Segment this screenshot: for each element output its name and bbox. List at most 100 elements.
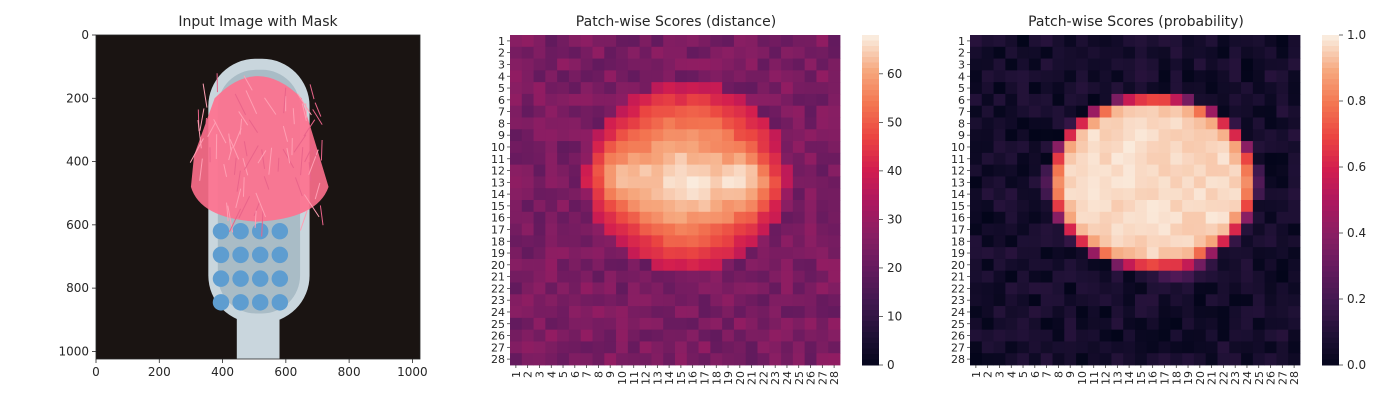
heatmap-cell [816, 200, 829, 213]
heatmap-cell [604, 105, 617, 118]
colorbar-segment [1322, 249, 1339, 256]
colorbar-segment [862, 156, 879, 162]
heatmap-cell [733, 141, 747, 154]
heatmap-cell [733, 176, 747, 189]
heatmap-cell [816, 129, 829, 142]
row-label: 9 [498, 129, 505, 142]
heatmap-cell [521, 58, 534, 71]
heatmap-cell [710, 282, 723, 295]
heatmap-cell [1146, 211, 1159, 224]
heatmap-cell [816, 247, 829, 260]
heatmap-cell [675, 258, 688, 272]
heatmap-cell [981, 176, 994, 189]
heatmap-cell [616, 235, 629, 248]
heatmap-cell [1099, 129, 1112, 142]
heatmap-cell [1229, 58, 1242, 71]
heatmap-cell [1028, 141, 1042, 154]
heatmap-cell [568, 82, 582, 95]
col-label: 10 [616, 371, 629, 385]
heatmap-cell [1193, 211, 1207, 224]
heatmap-cell [604, 353, 617, 366]
heatmap-cell [1158, 270, 1171, 283]
heatmap-cell [970, 270, 983, 283]
heatmap-cell [1193, 223, 1207, 236]
heatmap-cell [663, 270, 676, 283]
heatmap-cell [828, 211, 841, 224]
heatmap-cell [733, 282, 747, 295]
heatmap-cell [1123, 223, 1136, 236]
heatmap-cell [1040, 258, 1053, 272]
colorbar-segment [1322, 161, 1339, 168]
heatmap-cell [769, 247, 782, 260]
heatmap-cell [1241, 46, 1254, 59]
heatmap-cell [1005, 58, 1018, 71]
heatmap-cell [804, 306, 817, 319]
heatmap-cell [816, 306, 829, 319]
heatmap-cell [1017, 129, 1030, 142]
col-label: 22 [757, 371, 770, 385]
heatmap-cell [1217, 129, 1230, 142]
row-label: 14 [951, 188, 965, 201]
colorbar-segment [1322, 40, 1339, 47]
heatmap-cell [1005, 211, 1018, 224]
heatmap-cell [1182, 105, 1195, 118]
heatmap-cell [533, 70, 546, 83]
heatmap-cell [1123, 235, 1136, 248]
heatmap-cell [1276, 93, 1289, 107]
colorbar-segment [1322, 222, 1339, 228]
heatmap-cell [663, 211, 676, 224]
heatmap-cell [993, 117, 1006, 130]
heatmap-cell [733, 70, 747, 83]
heatmap-cell [1052, 93, 1065, 107]
heatmap-cell [722, 294, 735, 307]
heatmap-cell [828, 141, 841, 154]
heatmap-cell [781, 247, 794, 260]
heatmap-cell [1064, 129, 1077, 142]
heatmap-cell [510, 341, 523, 354]
heatmap-cell [816, 282, 829, 295]
heatmap-cell [639, 164, 652, 177]
heatmap-cell [710, 306, 723, 319]
heatmap-cell [1146, 317, 1159, 331]
heatmap-cell [769, 306, 782, 319]
colorbar-segment [862, 326, 879, 333]
panel1-title: Input Image with Mask [178, 14, 338, 30]
heatmap-cell [722, 176, 735, 189]
heatmap-cell [1170, 35, 1183, 48]
heatmap-cell [733, 117, 747, 130]
heatmap-cell [1158, 341, 1171, 354]
heatmap-cell [1276, 46, 1289, 59]
heatmap-cell [639, 200, 652, 213]
heatmap-cell [816, 235, 829, 248]
colorbar-segment [1322, 326, 1339, 333]
heatmap-cell [722, 235, 735, 248]
heatmap-cell [1146, 258, 1159, 272]
heatmap-cell [1040, 176, 1053, 189]
heatmap-cell [1064, 294, 1077, 307]
heatmap-cell [675, 270, 688, 283]
heatmap-cell [651, 317, 664, 331]
heatmap-cell [1099, 353, 1112, 366]
colorbar-segment [1322, 348, 1339, 355]
row-label: 21 [491, 271, 505, 284]
y-tick-label: 600 [66, 218, 89, 232]
toothbrush-image [96, 35, 420, 359]
heatmap-cell [804, 188, 817, 201]
col-label: 24 [1241, 371, 1254, 385]
heatmap-cell [981, 294, 994, 307]
heatmap-cell [1252, 105, 1266, 118]
heatmap-cell [651, 129, 664, 142]
heatmap-cell [651, 223, 664, 236]
colorbar-tick-label: 0 [887, 358, 895, 372]
heatmap-cell [769, 141, 782, 154]
heatmap-cell [722, 152, 735, 166]
heatmap-cell [757, 93, 770, 107]
mask-region [190, 76, 329, 222]
heatmap-cell [580, 35, 593, 48]
heatmap-cell [1028, 223, 1042, 236]
heatmap-cell [1052, 129, 1065, 142]
colorbar-segment [862, 304, 879, 311]
bristle-strand [242, 177, 245, 197]
heatmap-cell [804, 317, 817, 331]
heatmap-cell [557, 164, 570, 177]
